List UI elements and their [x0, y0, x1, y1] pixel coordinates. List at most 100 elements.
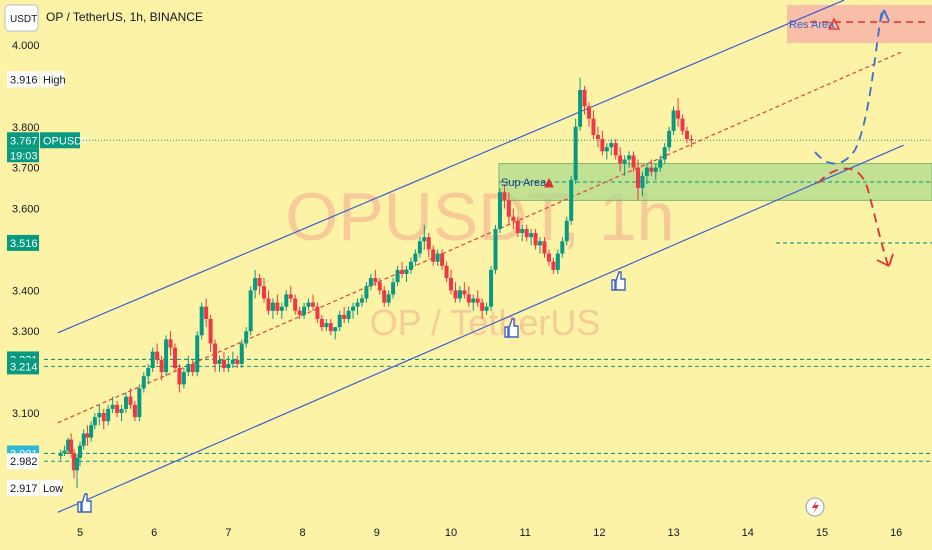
candle-body-26	[164, 339, 169, 373]
candle-body-97	[480, 302, 485, 311]
candle-body-114	[555, 253, 560, 270]
candle-body-48	[262, 286, 267, 299]
candle-body-132	[635, 167, 640, 189]
candle-body-31	[186, 363, 191, 373]
candle-body-71	[364, 286, 369, 299]
candle-body-125	[604, 147, 609, 152]
x-tick-label: 15	[816, 527, 828, 539]
candle-body-80	[404, 269, 409, 274]
candle-body-33	[195, 335, 200, 373]
candle-body-72	[368, 278, 373, 287]
candle-body-66	[342, 314, 347, 319]
candle-body-40	[226, 363, 231, 369]
res-area-label: Res Area	[789, 19, 835, 31]
candle-body-90	[449, 278, 453, 291]
candle-body-43	[239, 343, 244, 364]
candle-body-38	[217, 359, 222, 364]
sup-area-label: Sup Area	[501, 177, 547, 189]
candle-body-27	[168, 339, 173, 348]
low-badge-bg	[7, 479, 39, 496]
candle-body-74	[377, 282, 382, 291]
channel-lower-line	[57, 144, 904, 513]
projection-down-arrow	[876, 253, 894, 267]
x-tick-label: 6	[151, 527, 157, 539]
candle-body-2	[66, 439, 71, 451]
candle-body-63	[328, 323, 333, 332]
candle-body-47	[257, 278, 262, 287]
candle-body-98	[484, 306, 489, 311]
candle-body-46	[253, 278, 258, 291]
candle-body-93	[462, 290, 467, 295]
candle-body-49	[266, 298, 271, 311]
price-symbol-bg	[40, 132, 80, 149]
candle-body-81	[408, 261, 413, 270]
level-badge-2982: 2.982	[10, 456, 38, 468]
res-warning-icon	[827, 17, 841, 30]
candle-body-15	[115, 404, 120, 413]
price-badge: 3.767	[10, 135, 38, 147]
candle-body-44	[244, 331, 249, 344]
candle-body-18	[128, 396, 133, 405]
currency-button[interactable]: USDT	[10, 14, 37, 25]
candle-body-29	[177, 368, 182, 385]
countdown-bg	[7, 148, 39, 163]
candle-body-126	[609, 143, 614, 148]
candle-body-54	[288, 294, 293, 299]
candle-body-32	[190, 363, 195, 373]
lightning-icon	[812, 500, 819, 514]
countdown-label: 19:03	[10, 150, 38, 162]
low-badge-label-bg	[40, 479, 62, 496]
candle-body-111	[542, 241, 547, 254]
res-area-zone	[787, 5, 932, 43]
candle-body-50	[270, 302, 275, 311]
candle-body-58	[306, 302, 311, 307]
high-badge-label: High	[43, 74, 66, 86]
level-badge-2982-bg	[7, 453, 39, 470]
candle-body-4	[72, 453, 77, 471]
candle-body-131	[631, 155, 636, 168]
candle-body-142	[680, 118, 685, 131]
projection-up-arrow	[879, 9, 890, 23]
candle-body-1	[62, 450, 67, 454]
candle-body-6	[78, 445, 82, 458]
candle-body-87	[435, 253, 440, 262]
candle-body-65	[337, 314, 342, 328]
candle-body-7	[81, 433, 86, 446]
candle-body-17	[124, 396, 129, 409]
projection-up-path	[814, 9, 883, 165]
candle-body-100	[493, 229, 498, 270]
candle-body-115	[560, 241, 565, 254]
candle-body-16	[119, 408, 124, 413]
candle-body-139	[667, 130, 672, 148]
level-badge-3214-bg	[7, 358, 39, 375]
candle-body-77	[391, 282, 396, 295]
candle-body-135	[649, 167, 654, 172]
candle-body-113	[551, 261, 556, 270]
candle-body-95	[471, 298, 476, 303]
candle-body-128	[618, 155, 623, 164]
candle-body-55	[293, 298, 298, 311]
candle-body-134	[644, 167, 649, 176]
price-badge-bg	[7, 132, 39, 149]
x-tick-label: 13	[667, 527, 679, 539]
level-badge-3516: 3.516	[10, 238, 38, 250]
candle-body-35	[204, 306, 209, 319]
candle-body-14	[110, 404, 115, 409]
candle-body-108	[529, 233, 534, 238]
sup-warning-icon	[544, 177, 554, 188]
x-tick-label: 8	[300, 527, 306, 539]
candle-body-68	[351, 306, 356, 311]
x-tick-label: 12	[593, 527, 605, 539]
candle-body-127	[613, 143, 618, 156]
candle-body-13	[106, 408, 111, 422]
high-badge-label-bg	[40, 71, 64, 88]
candle-body-3	[69, 439, 74, 454]
candle-body-79	[400, 269, 405, 274]
candle-body-52	[279, 306, 284, 311]
candle-body-11	[97, 413, 102, 418]
candle-body-124	[600, 139, 605, 152]
candle-body-60	[315, 306, 320, 319]
chart-title: OP / TetherUS, 1h, BINANCE	[46, 10, 203, 24]
candle-body-143	[684, 130, 689, 140]
